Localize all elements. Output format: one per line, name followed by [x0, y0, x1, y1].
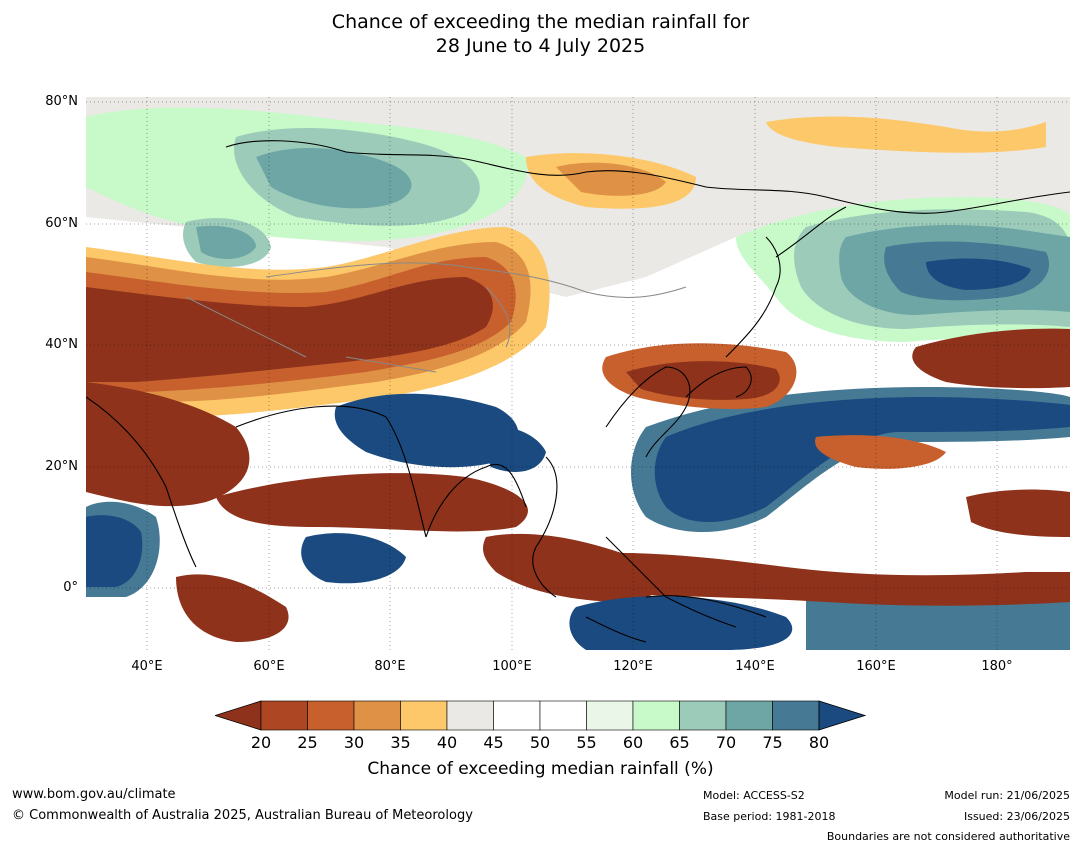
- issued-label: Issued: 23/06/2025: [963, 810, 1070, 823]
- colorbar-cell: [632, 700, 680, 731]
- region-30-35-siberia: [556, 162, 666, 196]
- lon-label-80e: 80°E: [374, 659, 406, 674]
- country-boundaries: [185, 262, 687, 373]
- region-70-75-nw: [256, 147, 412, 209]
- colorbar-title: Chance of exceeding median rainfall (%): [367, 759, 714, 779]
- copyright-text: © Commonwealth of Australia 2025, Austra…: [12, 808, 473, 823]
- region-80-pacific: [654, 397, 1070, 522]
- region-20-north-pacific: [912, 328, 1070, 389]
- disclaimer-text: Boundaries are not considered authoritat…: [826, 830, 1070, 843]
- lat-label-0: 0°: [63, 580, 78, 595]
- region-20-arabian-sea: [216, 473, 528, 532]
- colorbar: [215, 700, 867, 731]
- region-20-middle-east: [86, 277, 493, 382]
- colorbar-tick-label: 35: [390, 733, 411, 752]
- lat-label-60n: 60°N: [45, 216, 78, 231]
- colorbar-cell: [679, 700, 727, 731]
- region-80-bay-of-bengal: [476, 425, 546, 472]
- region-80-indian-ocean: [301, 533, 406, 584]
- colorbar-cell: [586, 700, 634, 731]
- title-line-1: Chance of exceeding the median rainfall …: [331, 11, 750, 33]
- colorbar-tick-label: 80: [808, 733, 830, 752]
- colorbar-tick-label: 25: [297, 733, 318, 752]
- rainfall-map: [86, 97, 1070, 650]
- region-20-philippines-sea: [543, 552, 1070, 606]
- lon-label-160e: 160°E: [856, 659, 896, 674]
- coastlines: [86, 140, 1070, 643]
- colorbar-cell: [260, 700, 308, 731]
- lon-label-60e: 60°E: [253, 659, 285, 674]
- region-20-arabia: [86, 382, 250, 507]
- colorbar-cell: [493, 700, 541, 731]
- region-80-maritime: [569, 596, 793, 650]
- colorbar-tick-label: 75: [762, 733, 783, 752]
- colorbar-tick-label: 55: [576, 733, 597, 752]
- colorbar-cell: [307, 700, 355, 731]
- map-gridlines: [86, 97, 1070, 650]
- colorbar-cells: [260, 700, 820, 731]
- colorbar-tick-label: 70: [715, 733, 737, 752]
- colorbar-tick-label: 60: [622, 733, 644, 752]
- colorbar-tick-label: 20: [250, 733, 272, 752]
- region-80-indian-ocean-west: [86, 515, 143, 587]
- lat-label-40n: 40°N: [45, 337, 78, 352]
- region-20-east-africa: [176, 574, 289, 642]
- website-link[interactable]: www.bom.gov.au/climate: [12, 787, 176, 802]
- model-label: Model: ACCESS-S2: [703, 789, 805, 802]
- colorbar-cell: [539, 700, 587, 731]
- lon-label-100e: 100°E: [492, 659, 532, 674]
- region-80-india: [334, 393, 519, 468]
- region-70-75-caspian: [196, 225, 256, 259]
- colorbar-tick-label: 65: [669, 733, 690, 752]
- colorbar-arrow-low: [215, 700, 262, 731]
- map-canvas: [86, 97, 1070, 650]
- lon-label-120e: 120°E: [613, 659, 653, 674]
- region-80-ne: [926, 258, 1031, 290]
- colorbar-tick-label: 30: [343, 733, 365, 752]
- colorbar-tick-label: 40: [436, 733, 458, 752]
- colorbar-cell: [725, 700, 773, 731]
- lat-label-80n: 80°N: [45, 94, 78, 109]
- colorbar-cell: [446, 700, 494, 731]
- base-period-label: Base period: 1981-2018: [703, 810, 836, 823]
- colorbar-tick-label: 50: [529, 733, 551, 752]
- title-line-2: 28 June to 4 July 2025: [435, 35, 646, 57]
- region-35-40-arctic-east: [766, 116, 1046, 153]
- lat-label-20n: 20°N: [45, 459, 78, 474]
- region-25-30-central-pacific: [815, 435, 946, 469]
- map-title: Chance of exceeding the median rainfall …: [0, 10, 1081, 58]
- lon-label-180: 180°: [981, 659, 1013, 674]
- lon-label-140e: 140°E: [735, 659, 775, 674]
- colorbar-arrow-high: [818, 700, 867, 731]
- lon-label-40e: 40°E: [131, 659, 163, 674]
- region-20-east-pacific: [966, 489, 1070, 537]
- colorbar-cell: [772, 700, 820, 731]
- colorbar-tick-label: 45: [483, 733, 504, 752]
- region-20-east-asia: [626, 361, 780, 400]
- colorbar-cell: [400, 700, 448, 731]
- model-run-label: Model run: 21/06/2025: [944, 789, 1070, 802]
- colorbar-cell: [353, 700, 401, 731]
